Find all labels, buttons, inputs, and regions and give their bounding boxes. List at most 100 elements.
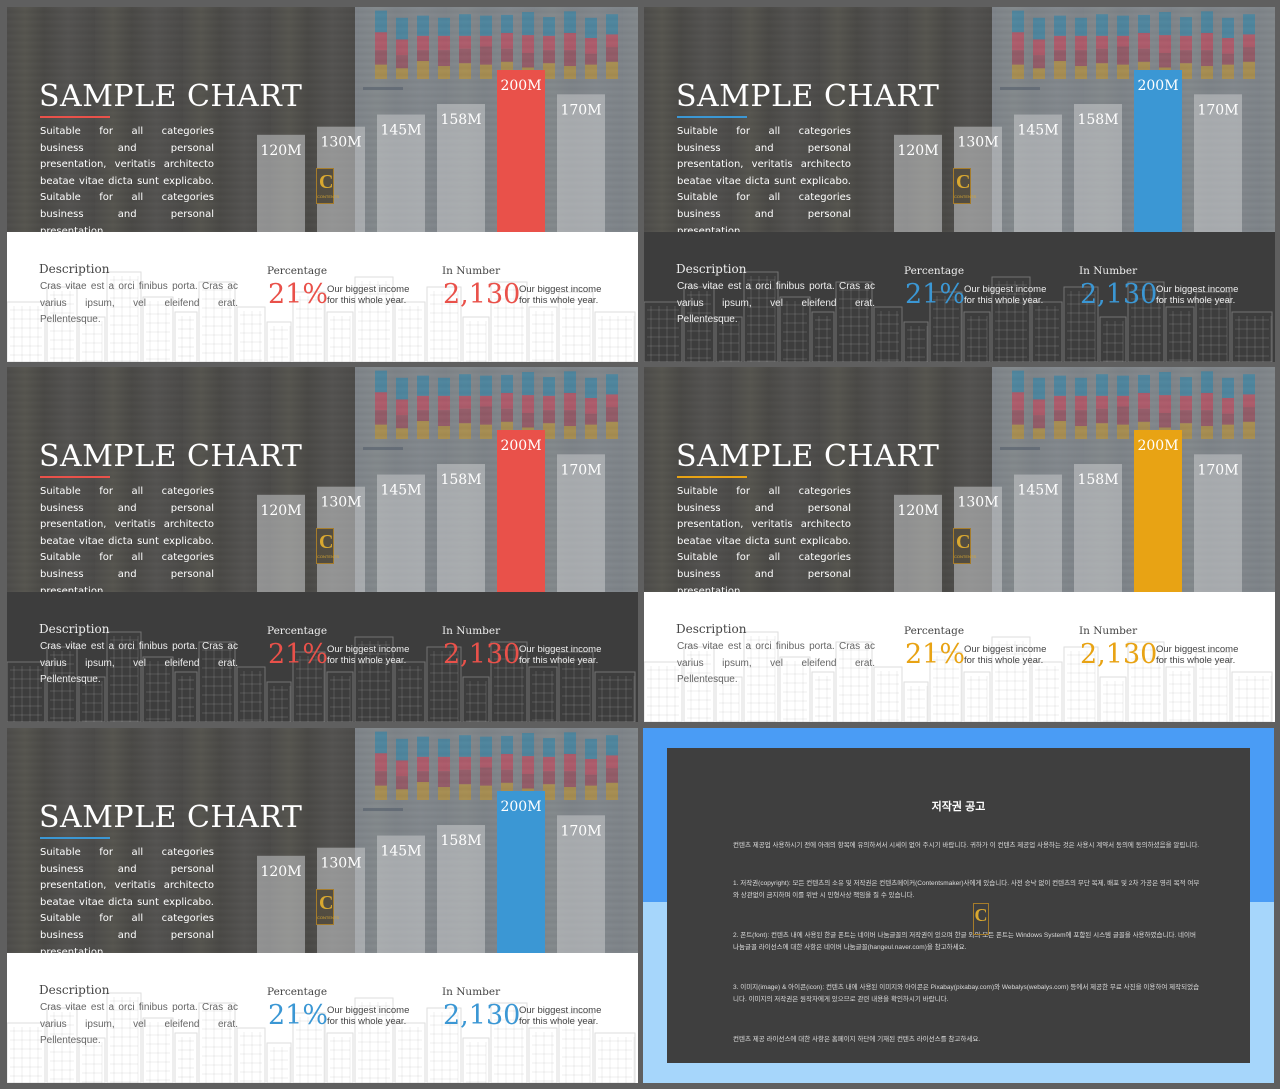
number-note: Our biggest income for this whole year.: [519, 644, 602, 666]
logo-word: CONTENTS: [317, 194, 339, 199]
bar-value-label: 145M: [1017, 123, 1058, 139]
bar: [257, 134, 305, 232]
slide-title: SAMPLE CHART: [676, 79, 940, 114]
slide-title: SAMPLE CHART: [39, 79, 303, 114]
description-text: Cras vitae est a orci finibus porta. Cra…: [40, 1002, 238, 1046]
percentage-note: Our biggest income for this whole year.: [327, 644, 410, 666]
slide-stats-section: Description Cras vitae est a orci finibus…: [7, 232, 638, 362]
contents-logo-icon: C CONTENTS: [953, 168, 976, 204]
number-note: Our biggest income for this whole year.: [519, 284, 602, 306]
notice-paragraph: 1. 저작권(copyright): 모든 컨텐츠의 소유 및 저작권은 컨텐츠…: [733, 880, 1200, 899]
copyright-notice-slide: 저작권 공고 컨텐츠 제공업 사용하시기 전에 아래의 항목에 유의하셔서 시세…: [643, 728, 1274, 1083]
logo-letter: C: [319, 531, 334, 553]
logo-word: CONTENTS: [317, 554, 339, 559]
description-heading: Description: [39, 262, 110, 276]
number-note: Our biggest income for this whole year.: [1156, 644, 1239, 666]
title-underline: [40, 476, 110, 478]
percentage-note: Our biggest income for this whole year.: [964, 284, 1047, 306]
bar: [377, 474, 425, 592]
slide-body-text: Suitable for all categories business and…: [677, 126, 851, 232]
bar-value-label: 120M: [260, 143, 301, 159]
number-heading: In Number: [442, 625, 501, 637]
bar-value-label: 120M: [897, 143, 938, 159]
number-note: Our biggest income for this whole year.: [519, 1005, 602, 1027]
bar-value-label: 170M: [1197, 462, 1238, 478]
logo-word: CONTENTS: [954, 194, 976, 199]
contents-logo-icon: C CONTENTS: [953, 528, 976, 564]
notice-paragraph: 컨텐츠 제공업 사용하시기 전에 아래의 항목에 유의하셔서 시세이 없어 주시…: [733, 842, 1200, 849]
bar: [1014, 474, 1062, 592]
bar: [497, 430, 545, 592]
bar-value-label: 130M: [957, 495, 998, 511]
bar-chart: 120M 130M 145M 158M 200M 170M: [257, 70, 605, 232]
slide-body-text: Suitable for all categories business and…: [40, 486, 214, 592]
slide-stats-section: Description Cras vitae est a orci finibus…: [7, 953, 638, 1083]
bar-value-label: 170M: [560, 823, 601, 839]
contents-logo-icon: C: [973, 903, 989, 935]
bar: [1134, 430, 1182, 592]
percentage-note: Our biggest income for this whole year.: [327, 1005, 410, 1027]
number-value: 2,130: [443, 639, 521, 670]
contents-logo-icon: C CONTENTS: [316, 528, 339, 564]
bar: [1074, 464, 1122, 592]
bar-value-label: 158M: [1077, 472, 1118, 488]
bar: [257, 494, 305, 592]
number-value: 2,130: [1080, 279, 1158, 310]
percentage-note: Our biggest income for this whole year.: [964, 644, 1047, 666]
slide-body-text: Suitable for all categories business and…: [677, 486, 851, 592]
bar-chart: 120M 130M 145M 158M 200M 170M: [257, 791, 605, 953]
description-heading: Description: [39, 622, 110, 636]
number-value: 2,130: [443, 1000, 521, 1031]
bar-value-label: 158M: [440, 472, 481, 488]
bar-value-label: 145M: [380, 483, 421, 499]
city-sketch-background: [7, 992, 636, 1083]
number-heading: In Number: [1079, 265, 1138, 277]
chart-slide: SAMPLE CHART Suitable for all categories …: [644, 367, 1275, 722]
notice-panel: 저작권 공고 컨텐츠 제공업 사용하시기 전에 아래의 항목에 유의하셔서 시세…: [667, 748, 1250, 1063]
number-heading: In Number: [1079, 625, 1138, 637]
title-underline: [40, 837, 110, 839]
bar: [557, 815, 605, 953]
logo-letter: C: [319, 171, 334, 193]
percentage-note: Our biggest income for this whole year.: [327, 284, 410, 306]
bar-value-label: 145M: [380, 123, 421, 139]
slide-top-section: SAMPLE CHART Suitable for all categories …: [7, 367, 638, 592]
percentage-value: 21%: [268, 639, 329, 670]
bar: [894, 134, 942, 232]
bar: [1194, 94, 1242, 232]
slide-stats-section: Description Cras vitae est a orci finibus…: [7, 592, 638, 722]
city-sketch-background: [644, 631, 1273, 722]
bar: [557, 94, 605, 232]
contents-logo-icon: C CONTENTS: [316, 168, 339, 204]
chart-slide: SAMPLE CHART Suitable for all categories …: [7, 367, 638, 722]
description-heading: Description: [676, 262, 747, 276]
percentage-heading: Percentage: [267, 265, 328, 277]
bar-value-label: 120M: [260, 864, 301, 880]
bar-chart: 120M 130M 145M 158M 200M 170M: [894, 430, 1242, 592]
contents-logo-icon: C CONTENTS: [316, 889, 339, 925]
number-value: 2,130: [1080, 639, 1158, 670]
logo-word: CONTENTS: [317, 915, 339, 920]
bar-value-label: 145M: [380, 844, 421, 860]
bar: [377, 114, 425, 232]
bar-value-label: 200M: [500, 799, 541, 815]
bar-value-label: 120M: [897, 503, 938, 519]
bar-value-label: 200M: [500, 438, 541, 454]
bar-value-label: 200M: [500, 78, 541, 94]
bar-value-label: 130M: [957, 135, 998, 151]
description-text: Cras vitae est a orci finibus porta. Cra…: [677, 281, 875, 325]
slide-title: SAMPLE CHART: [39, 439, 303, 474]
bar: [437, 104, 485, 232]
slide-stats-section: Description Cras vitae est a orci finibus…: [644, 232, 1275, 362]
chart-slide: SAMPLE CHART Suitable for all categories …: [7, 7, 638, 362]
percentage-heading: Percentage: [267, 986, 328, 998]
slide-body-text: Suitable for all categories business and…: [40, 126, 214, 232]
slide-title: SAMPLE CHART: [39, 800, 303, 835]
title-underline: [677, 116, 747, 118]
bar-value-label: 170M: [560, 462, 601, 478]
bar-value-label: 170M: [1197, 102, 1238, 118]
bar: [1074, 104, 1122, 232]
bar-value-label: 170M: [560, 102, 601, 118]
bar: [437, 825, 485, 953]
notice-paragraph: 2. 폰트(font): 컨텐츠 내에 사용된 한글 폰트는 네이버 나눔글꼴의…: [733, 932, 1196, 951]
